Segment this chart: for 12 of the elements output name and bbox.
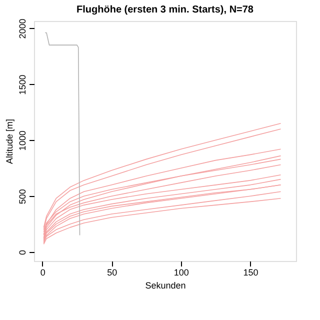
x-tick-label: 0 <box>40 268 46 278</box>
y-tick-label: 500 <box>18 189 28 204</box>
y-axis-title: Altitude [m] <box>4 118 14 164</box>
x-axis-title: Sekunden <box>145 280 186 290</box>
y-tick-label: 0 <box>18 250 28 256</box>
y-tick-label: 1500 <box>18 74 28 95</box>
x-tick-label: 50 <box>107 268 118 278</box>
chart-title: Flughöhe (ersten 3 min. Starts), N=78 <box>76 4 254 16</box>
x-tick-label: 100 <box>174 268 189 278</box>
x-tick-label: 150 <box>243 268 258 278</box>
y-tick-label: 1000 <box>18 130 28 151</box>
y-tick-label: 2000 <box>18 18 28 39</box>
